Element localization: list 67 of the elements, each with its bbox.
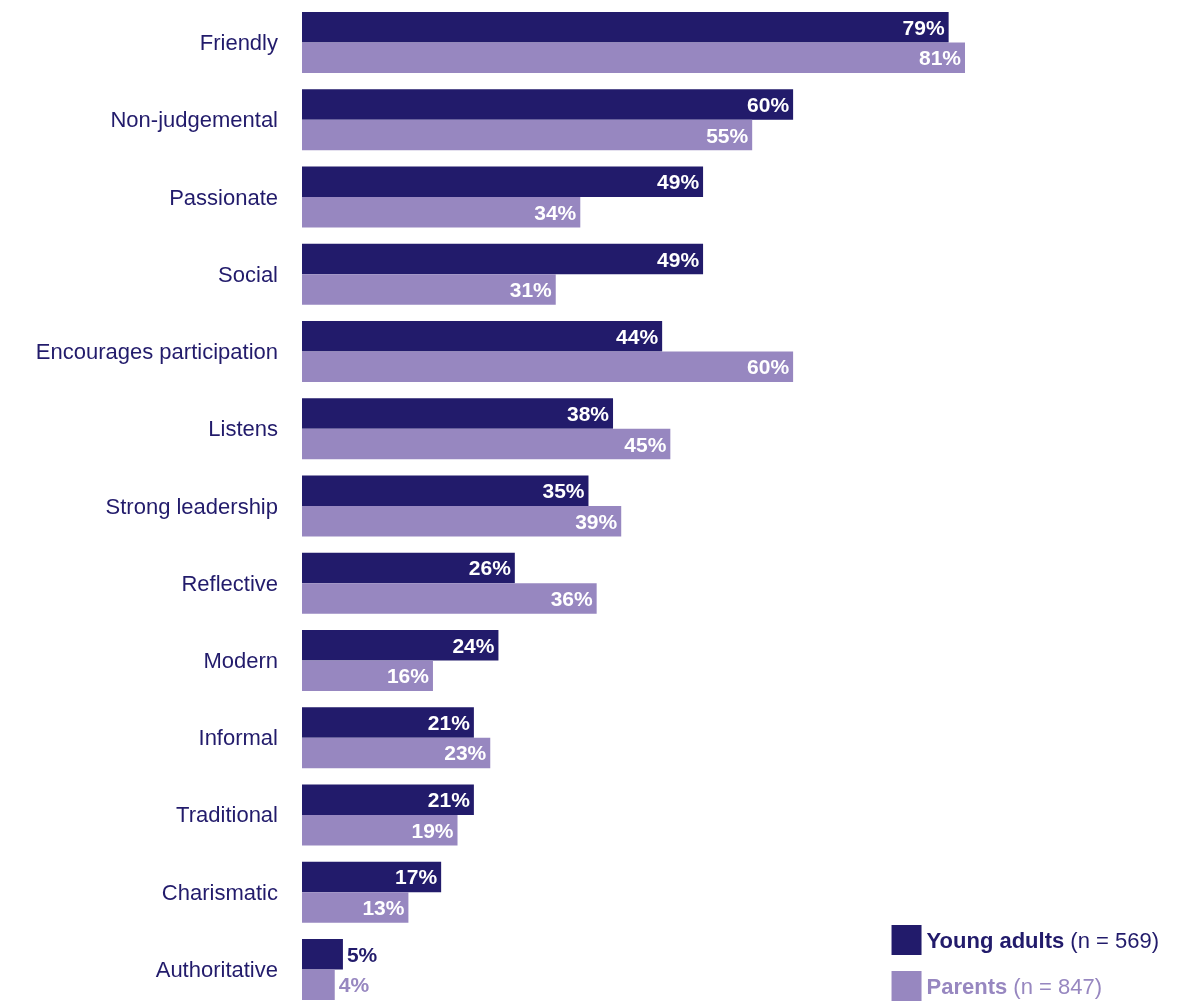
bar xyxy=(302,737,491,769)
data-label: 60% xyxy=(747,93,790,117)
bar xyxy=(302,583,597,614)
data-label: 4% xyxy=(338,973,370,997)
bar xyxy=(302,119,753,151)
y-tick-label: Modern xyxy=(203,647,278,673)
data-label: 55% xyxy=(706,123,749,147)
data-label: 16% xyxy=(386,664,430,688)
legend-label: Parents (n = 847) xyxy=(926,973,1103,999)
bar xyxy=(302,89,794,120)
bar xyxy=(302,197,581,228)
legend-label: Young adults (n = 569) xyxy=(926,927,1159,953)
data-label: 5% xyxy=(346,942,378,966)
bar xyxy=(302,321,663,352)
data-label: 31% xyxy=(509,278,553,302)
bar xyxy=(302,814,458,846)
bar xyxy=(302,12,949,43)
y-tick-label: Traditional xyxy=(176,802,278,828)
bar xyxy=(302,861,442,893)
data-label: 19% xyxy=(411,818,454,842)
bar xyxy=(302,660,433,691)
y-tick-label: Strong leadership xyxy=(105,493,278,519)
bar xyxy=(302,707,474,738)
y-tick-label: Passionate xyxy=(169,184,278,210)
bar xyxy=(302,166,704,198)
bar xyxy=(302,351,794,383)
bar xyxy=(302,398,614,429)
data-label: 24% xyxy=(452,633,495,657)
y-tick-label: Non-judgemental xyxy=(110,107,278,133)
data-label: 49% xyxy=(657,170,700,194)
bar xyxy=(302,969,335,1000)
y-tick-label: Informal xyxy=(198,725,278,751)
data-label: 23% xyxy=(444,741,487,765)
bar xyxy=(302,892,409,923)
data-label: 13% xyxy=(362,895,405,919)
bar xyxy=(302,629,499,661)
y-tick-label: Encourages participation xyxy=(35,339,278,365)
data-label: 21% xyxy=(427,710,471,734)
data-label: 79% xyxy=(902,15,945,39)
data-label: 81% xyxy=(918,46,962,70)
bar xyxy=(302,243,704,275)
data-label: 45% xyxy=(624,432,667,456)
y-tick-label: Charismatic xyxy=(161,879,278,905)
data-label: 49% xyxy=(657,247,700,271)
bar xyxy=(302,938,343,970)
y-tick-label: Authoritative xyxy=(155,956,278,982)
data-label: 21% xyxy=(427,788,471,812)
bar xyxy=(302,42,965,74)
y-tick-label: Reflective xyxy=(181,570,278,596)
bar xyxy=(302,475,589,506)
data-label: 36% xyxy=(550,586,593,610)
bar xyxy=(302,784,474,815)
data-label: 38% xyxy=(567,402,610,426)
data-label: 44% xyxy=(616,324,659,348)
data-label: 35% xyxy=(542,479,585,503)
bar xyxy=(302,552,515,584)
y-tick-label: Social xyxy=(218,261,278,287)
bar xyxy=(302,506,622,537)
data-label: 34% xyxy=(534,200,577,224)
data-label: 17% xyxy=(395,865,438,889)
data-label: 39% xyxy=(575,509,618,533)
data-label: 60% xyxy=(747,355,790,379)
y-tick-label: Friendly xyxy=(199,30,278,56)
y-tick-label: Listens xyxy=(208,416,278,442)
bar xyxy=(302,428,671,460)
data-label: 26% xyxy=(468,556,512,580)
bar xyxy=(302,274,556,305)
